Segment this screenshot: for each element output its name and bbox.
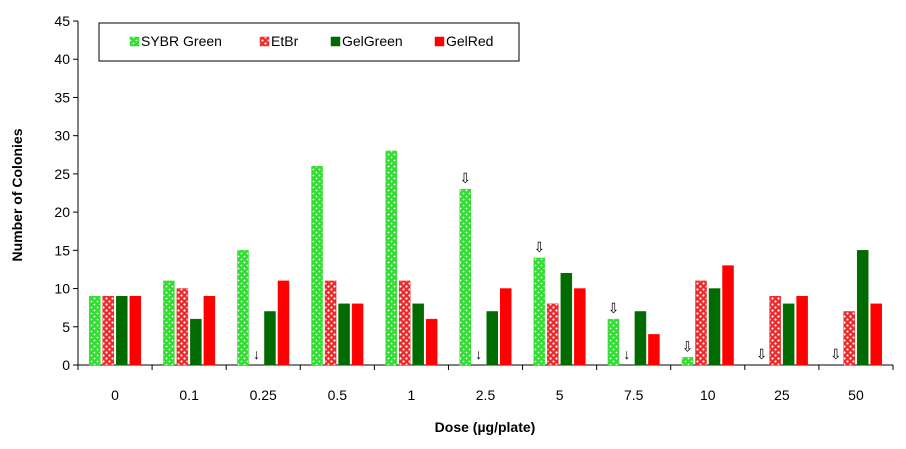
legend-label: GelRed <box>446 33 493 49</box>
arrow-annotation: ↓ <box>253 346 260 362</box>
bar-sybr-green <box>163 280 175 366</box>
x-tick-label: 25 <box>774 387 790 403</box>
hollow-arrow-annotation: ⇩ <box>459 170 471 186</box>
bar-sybr-green <box>533 257 546 366</box>
y-tick-label: 15 <box>54 242 70 258</box>
bar-gelred <box>500 288 512 366</box>
x-tick-label: 1 <box>408 387 416 403</box>
bar-gelgreen <box>116 295 128 366</box>
bar-gelgreen <box>856 250 869 366</box>
hollow-arrow-annotation: ⇩ <box>608 300 620 316</box>
y-tick-label: 10 <box>54 281 70 297</box>
arrow-annotation: ↓ <box>623 346 630 362</box>
x-tick-labels: 0 0.1 0.25 0.5 1 2.5 5 7.5 10 25 50 <box>111 387 864 403</box>
y-tick-label: 0 <box>62 357 70 373</box>
bar-gelgreen <box>634 311 647 366</box>
bar-etbr <box>843 311 855 366</box>
bar-gelred <box>129 295 142 366</box>
bar-gelred <box>203 295 216 366</box>
hollow-arrow-annotation: ⇩ <box>830 346 842 362</box>
legend-box <box>98 22 520 62</box>
y-tick-label: 30 <box>54 128 70 144</box>
annotations: ↓ ↓ ↓ ⇩ ⇩ ⇩ ⇩ ⇩ ⇩ <box>253 170 842 362</box>
y-axis-title: Number of Colonies <box>9 128 25 261</box>
y-tick-label: 5 <box>62 319 70 335</box>
y-tick-label: 40 <box>54 51 70 67</box>
x-tick-label: 0.1 <box>179 387 199 403</box>
bar-etbr <box>769 295 781 366</box>
bar-gelred <box>277 280 290 366</box>
bar-gelgreen <box>708 288 721 366</box>
bar-sybr-green <box>89 295 101 366</box>
bar-etbr <box>324 280 337 366</box>
bar-gelgreen <box>782 303 795 366</box>
bar-gelred <box>722 265 734 366</box>
bar-gelgreen <box>264 311 276 366</box>
x-tick-label: 0.25 <box>250 387 277 403</box>
y-tick-label: 20 <box>54 204 70 220</box>
bar-etbr <box>398 280 411 366</box>
hollow-arrow-annotation: ⇩ <box>682 338 694 354</box>
legend-label: EtBr <box>271 33 299 49</box>
bar-gelgreen <box>560 273 573 366</box>
arrow-annotation: ↓ <box>475 346 482 362</box>
y-tick-labels: 0 5 10 15 20 25 30 35 40 45 <box>54 13 70 373</box>
bar-gelred <box>425 318 438 366</box>
bar-gelgreen <box>190 318 202 366</box>
bar-gelred <box>351 303 364 366</box>
bar-gelgreen <box>338 303 350 366</box>
bar-etbr <box>102 295 115 366</box>
legend-swatch <box>129 36 140 47</box>
bar-gelred <box>648 334 660 366</box>
bar-gelred <box>574 288 586 366</box>
bar-etbr <box>695 280 707 366</box>
bar-etbr <box>176 288 189 366</box>
bar-sybr-green <box>385 150 397 366</box>
legend-label: GelGreen <box>342 33 403 49</box>
x-axis-title: Dose (µg/plate) <box>435 419 536 435</box>
x-tick-label: 7.5 <box>624 387 644 403</box>
x-tick-label: 5 <box>556 387 564 403</box>
bar-etbr <box>547 303 559 366</box>
hollow-arrow-annotation: ⇩ <box>533 239 545 255</box>
bar-sybr-green <box>459 188 471 366</box>
x-tick-label: 50 <box>848 387 864 403</box>
legend-swatch <box>259 36 270 47</box>
bar-gelgreen <box>486 311 498 366</box>
legend-swatch <box>434 36 445 47</box>
x-tick-label: 0 <box>111 387 119 403</box>
y-tick-label: 25 <box>54 166 70 182</box>
bar-gelred <box>796 295 808 366</box>
bars <box>89 150 882 366</box>
legend-swatch <box>330 36 341 47</box>
x-tick-label: 2.5 <box>476 387 496 403</box>
x-tick-label: 10 <box>700 387 716 403</box>
bar-sybr-green <box>607 318 620 366</box>
bar-gelred <box>870 303 882 366</box>
y-tick-label: 35 <box>54 89 70 105</box>
bar-gelgreen <box>412 303 424 366</box>
y-tick-label: 45 <box>54 13 70 29</box>
legend-label: SYBR Green <box>141 33 222 49</box>
bar-sybr-green <box>237 250 249 366</box>
bar-sybr-green <box>681 357 694 366</box>
legend: SYBR Green EtBr GelGreen GelRed <box>98 22 520 62</box>
x-tick-label: 0.5 <box>328 387 348 403</box>
hollow-arrow-annotation: ⇩ <box>756 346 768 362</box>
bar-sybr-green <box>311 165 323 366</box>
